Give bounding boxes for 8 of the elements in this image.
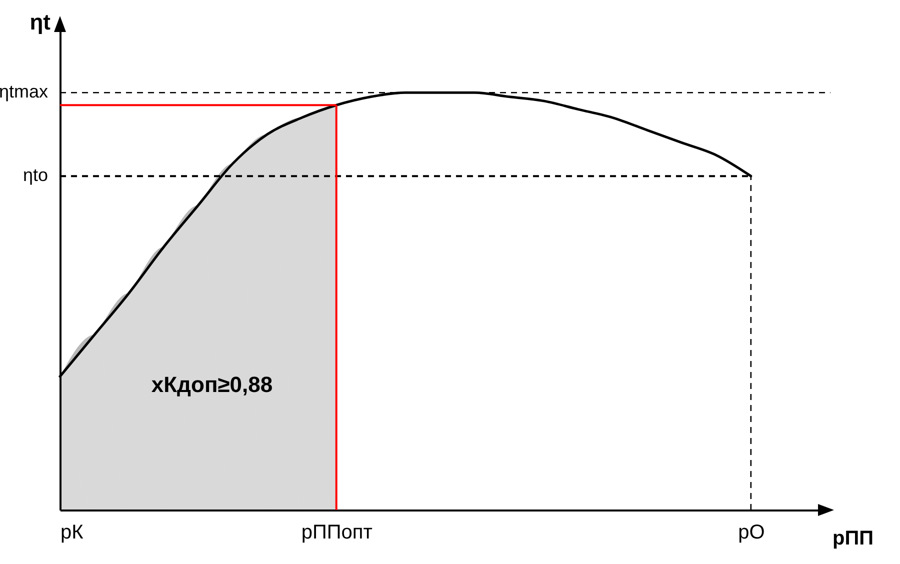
x-axis-title: pПП: [832, 528, 874, 550]
annotation: xКдоп≥0,88: [151, 372, 273, 398]
ref-line-label: ηto: [22, 165, 48, 186]
ref-line-label: ηtmax: [0, 82, 48, 102]
x-tick-label: pК: [60, 522, 84, 544]
y-axis-title: ηt: [30, 10, 52, 34]
x-tick-label: pО: [738, 522, 765, 544]
x-tick-label: pППопт: [301, 522, 372, 544]
